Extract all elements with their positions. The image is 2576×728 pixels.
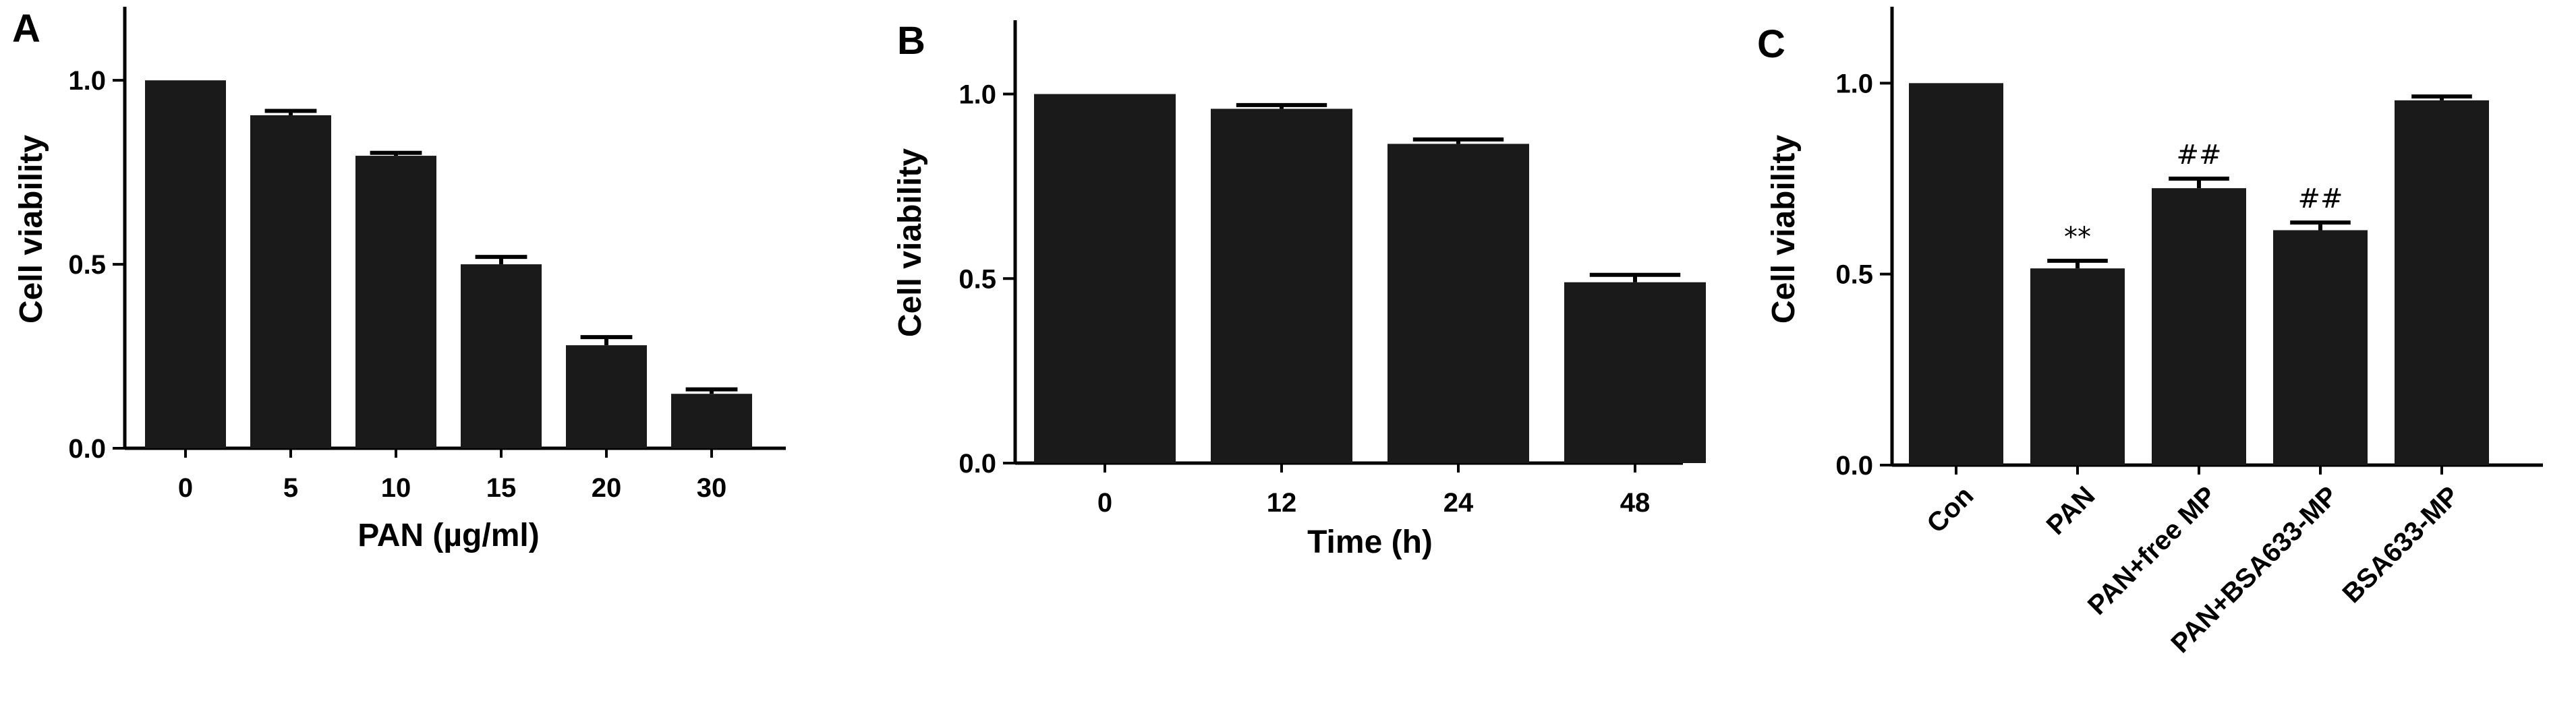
- x-tick-label: 0: [1097, 488, 1112, 518]
- y-axis-title: Cell viability: [892, 148, 928, 337]
- x-tick-label: Con: [1921, 481, 1979, 539]
- x-tick-label: PAN: [2041, 481, 2101, 541]
- x-tick-label: PAN+free MP: [2082, 481, 2222, 620]
- bar: [2152, 188, 2246, 465]
- significance-marker: ##: [2297, 183, 2343, 214]
- y-tick-label: 1.0: [68, 66, 106, 96]
- y-tick-label: 0.5: [958, 264, 996, 294]
- bar: [671, 394, 752, 448]
- y-axis-title: Cell viability: [1766, 135, 1802, 324]
- panel-letter: C: [1757, 22, 1785, 66]
- x-tick-label: BSA633-MP: [2337, 481, 2465, 609]
- chart-panel-c: C 0.0 0.5 1.0 Cell viability Con ** PAN ## PAN+fr…: [1757, 7, 2543, 659]
- bar: [2030, 268, 2125, 465]
- x-axis-title: Time (h): [1307, 524, 1433, 560]
- bar: [1387, 144, 1529, 463]
- x-tick-label: 20: [592, 473, 622, 503]
- bar: [145, 80, 226, 448]
- bar: [250, 115, 331, 449]
- bar: [461, 264, 542, 448]
- x-tick-label: 48: [1620, 488, 1651, 518]
- x-axis-title: PAN (µg/ml): [357, 518, 539, 553]
- x-tick-label: 30: [697, 473, 727, 503]
- y-tick-label: 0.0: [958, 449, 996, 479]
- chart-panel-a: A 0.0 0.5 1.0 Cell viability 0 5 10 15 20 30 PAN (µ…: [12, 7, 786, 553]
- x-tick-label: 10: [381, 473, 411, 503]
- bar: [355, 156, 436, 448]
- bar: [1034, 94, 1176, 463]
- bar: [1564, 282, 1706, 463]
- y-axis-title: Cell viability: [13, 135, 49, 324]
- panel-letter: A: [12, 7, 40, 51]
- x-tick-label: 15: [486, 473, 517, 503]
- panel-letter: B: [897, 19, 925, 63]
- significance-marker: **: [2064, 222, 2091, 253]
- bar: [2395, 100, 2489, 466]
- y-tick-label: 0.5: [1835, 260, 1873, 290]
- y-tick-label: 1.0: [958, 80, 996, 110]
- bar: [1909, 83, 2003, 466]
- x-tick-label: 24: [1443, 488, 1474, 518]
- y-tick-label: 1.0: [1835, 69, 1873, 98]
- significance-marker: ##: [2176, 140, 2221, 171]
- y-tick-label: 0.0: [1835, 451, 1873, 481]
- bar: [566, 345, 647, 448]
- y-tick-label: 0.5: [68, 250, 106, 280]
- y-tick-label: 0.0: [68, 434, 106, 464]
- x-tick-label: 0: [178, 473, 193, 503]
- x-tick-label: 12: [1267, 488, 1297, 518]
- chart-panel-b: B 0.0 0.5 1.0 Cell viability 0 12 24 48 Time (h): [892, 19, 1706, 560]
- x-tick-label: 5: [283, 473, 298, 503]
- bar: [2273, 230, 2368, 465]
- bar: [1211, 109, 1352, 463]
